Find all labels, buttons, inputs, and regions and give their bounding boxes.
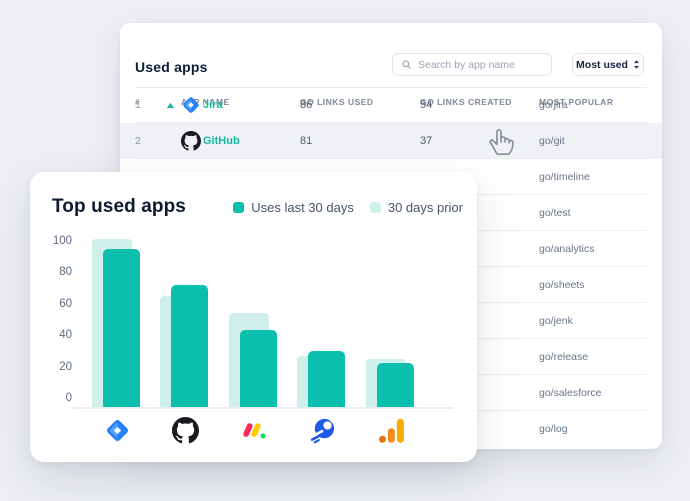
column-header-most-popular: MOST POPULAR bbox=[539, 97, 614, 107]
app-name: GitHub bbox=[203, 135, 240, 147]
bar-chart: 0 20 40 60 80 100 bbox=[30, 172, 477, 462]
bar bbox=[308, 350, 345, 407]
top-used-apps-card: Top used apps Uses last 30 days 30 days … bbox=[30, 172, 477, 462]
table-row[interactable]: 2 GitHub 81 37 go/git bbox=[120, 123, 662, 159]
sort-dropdown[interactable]: Most used bbox=[572, 53, 644, 76]
github-icon bbox=[181, 131, 201, 151]
most-popular-link: go/jira bbox=[539, 99, 568, 111]
chart-title: Top used apps bbox=[52, 196, 186, 217]
legend-item-current: Uses last 30 days bbox=[233, 200, 354, 215]
table-row[interactable]: go/log bbox=[120, 411, 662, 447]
jira-icon bbox=[104, 417, 131, 444]
bar bbox=[171, 284, 208, 407]
github-icon bbox=[172, 417, 199, 444]
rocket-icon bbox=[309, 417, 336, 444]
column-header-index: # bbox=[135, 97, 141, 107]
header-divider bbox=[135, 87, 647, 88]
legend-swatch-prior bbox=[369, 201, 381, 213]
chart-legend: Uses last 30 days 30 days prior bbox=[233, 200, 463, 215]
most-popular-link: go/salesforce bbox=[539, 387, 602, 399]
search-box[interactable] bbox=[392, 53, 552, 76]
jira-icon bbox=[181, 95, 201, 115]
row-divider bbox=[135, 122, 647, 123]
table-header: # APP NAME GO LINKS USED GO LINKS CREATE… bbox=[135, 95, 647, 109]
column-header-app-name: APP NAME bbox=[181, 97, 230, 107]
used-apps-title: Used apps bbox=[135, 59, 208, 75]
most-popular-link: go/jenk bbox=[539, 315, 573, 327]
bar bbox=[376, 363, 414, 407]
x-axis-line bbox=[73, 407, 453, 409]
rank-up-triangle-icon bbox=[166, 102, 175, 109]
row-index: 2 bbox=[135, 135, 141, 147]
column-header-go-links-used: GO LINKS USED bbox=[300, 97, 374, 107]
most-popular-link: go/release bbox=[539, 351, 589, 363]
row-divider bbox=[135, 158, 647, 159]
go-links-used: 86 bbox=[300, 99, 313, 111]
chart-header: Top used apps Uses last 30 days 30 days … bbox=[52, 194, 463, 220]
go-links-used: 81 bbox=[300, 135, 313, 147]
y-axis-tick-label: 20 bbox=[59, 360, 72, 373]
search-input[interactable] bbox=[418, 58, 543, 71]
sort-dropdown-value: Most used bbox=[576, 58, 628, 71]
y-axis-tick-label: 80 bbox=[59, 266, 72, 279]
most-popular-link: go/sheets bbox=[539, 279, 585, 291]
most-popular-link: go/test bbox=[539, 207, 571, 219]
most-popular-link: go/timeline bbox=[539, 171, 590, 183]
search-icon bbox=[401, 59, 412, 70]
go-links-created: 54 bbox=[420, 99, 433, 111]
y-axis-tick-label: 100 bbox=[52, 234, 72, 247]
sort-arrows-icon bbox=[633, 59, 640, 70]
most-popular-link: go/log bbox=[539, 423, 568, 435]
table-row[interactable]: 1 Jira 86 54 go/jira bbox=[120, 87, 662, 123]
legend-label-prior: 30 days prior bbox=[387, 199, 463, 215]
column-header-go-links-created: GO LINKS CREATED bbox=[420, 97, 512, 107]
go-links-created: 37 bbox=[420, 135, 433, 147]
most-popular-link: go/analytics bbox=[539, 243, 595, 255]
legend-label-current: Uses last 30 days bbox=[251, 199, 354, 215]
bar bbox=[102, 248, 140, 407]
y-axis-tick-label: 60 bbox=[59, 297, 72, 310]
google-analytics-icon bbox=[378, 417, 405, 444]
most-popular-link: go/git bbox=[539, 135, 565, 147]
legend-item-prior: 30 days prior bbox=[369, 199, 463, 215]
app-name: Jira bbox=[203, 99, 223, 111]
y-axis-tick-label: 40 bbox=[59, 329, 72, 342]
y-axis-tick-label: 0 bbox=[65, 392, 72, 404]
monday-icon bbox=[241, 417, 268, 444]
legend-swatch-current bbox=[233, 201, 245, 213]
row-index: 1 bbox=[135, 99, 141, 111]
bar bbox=[239, 330, 277, 407]
